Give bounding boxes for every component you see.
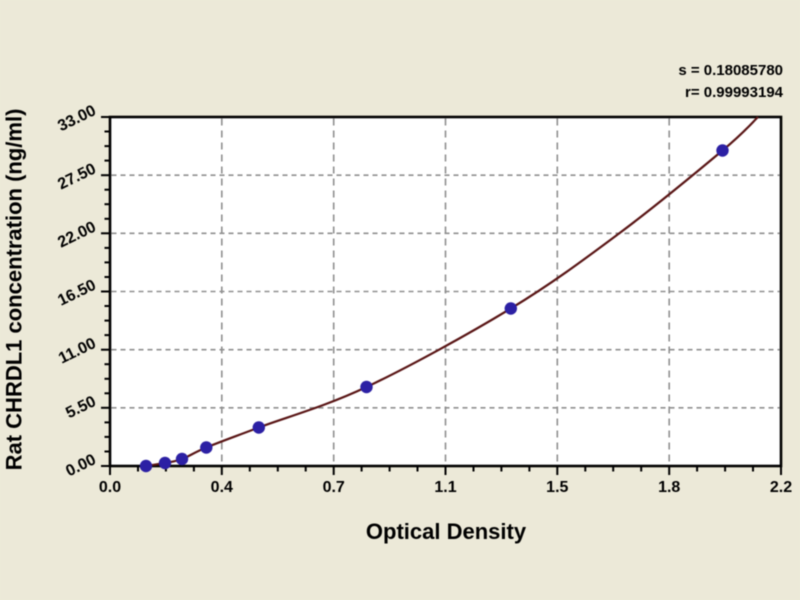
svg-text:0.0: 0.0 — [99, 479, 121, 496]
svg-text:2.2: 2.2 — [770, 479, 792, 496]
svg-text:0.7: 0.7 — [323, 479, 345, 496]
svg-text:r= 0.99993194: r= 0.99993194 — [685, 84, 784, 101]
svg-text:s = 0.18085780: s = 0.18085780 — [678, 62, 783, 79]
svg-text:Rat CHRDL1 concentration (ng/m: Rat CHRDL1 concentration (ng/ml) — [2, 109, 27, 471]
svg-text:Optical Density: Optical Density — [366, 519, 527, 544]
svg-text:1.1: 1.1 — [434, 479, 456, 496]
svg-text:1.8: 1.8 — [658, 479, 680, 496]
svg-text:0.4: 0.4 — [211, 479, 233, 496]
svg-text:1.5: 1.5 — [546, 479, 568, 496]
